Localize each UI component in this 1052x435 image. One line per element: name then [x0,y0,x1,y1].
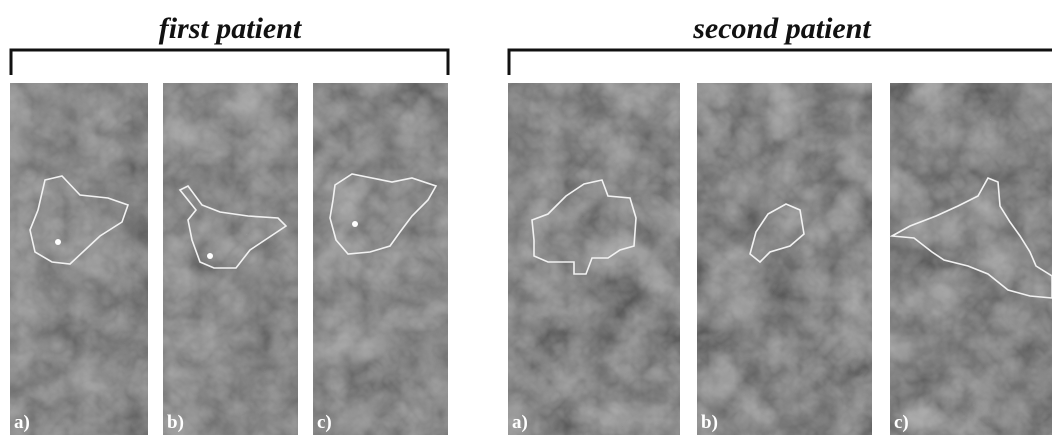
panel-label: c) [317,412,332,433]
panel-label: b) [701,412,718,433]
image-panel: b) [697,83,872,435]
marker [55,239,61,245]
panel-label: a) [512,412,528,433]
image-panel: a) [508,83,680,435]
group-title: first patient [159,12,303,45]
panel-texture [10,83,148,435]
panel-texture [313,83,448,435]
panel-label: c) [894,412,909,433]
panel-texture [508,83,680,435]
image-panel: c) [313,83,448,435]
bracket [509,50,1052,75]
figure: first patient second patient a) b) c) a) b) c… [0,0,1052,435]
panel-texture [697,83,872,435]
bracket [11,50,448,75]
image-panel: a) [10,83,148,435]
group-title: second patient [692,12,872,45]
marker [207,253,213,259]
panel-label: b) [167,412,184,433]
panels: a) b) c) a) b) c) [10,83,1052,435]
panel-label: a) [14,412,30,433]
marker [352,221,358,227]
